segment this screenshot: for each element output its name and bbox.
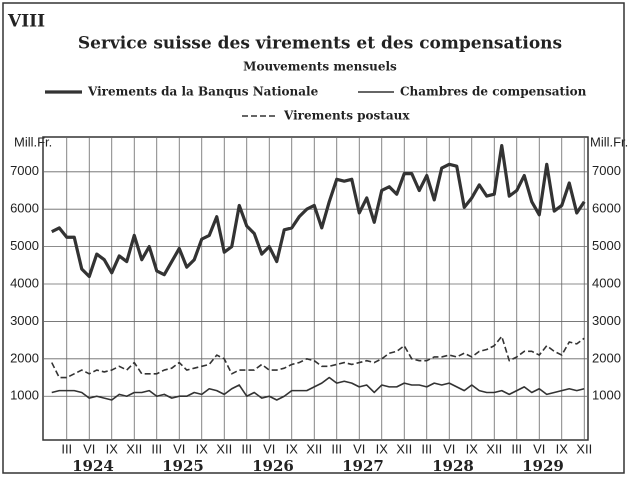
x-tick-label: XII <box>486 441 502 456</box>
x-tick-label: III <box>511 441 522 456</box>
x-tick-label: XII <box>576 441 592 456</box>
x-tick-label: IX <box>196 441 209 456</box>
year-label: 1927 <box>342 457 384 475</box>
year-label: 1926 <box>252 457 294 475</box>
x-tick-label: III <box>241 441 252 456</box>
y-tick-label: 4000 <box>10 275 39 290</box>
x-tick-label: III <box>61 441 72 456</box>
x-tick-label: XII <box>396 441 412 456</box>
series-line <box>51 376 585 401</box>
y-tick-label: 3000 <box>10 313 39 328</box>
y2-tick-label: 3000 <box>592 313 621 328</box>
chart-subtitle: Mouvements mensuels <box>243 60 397 74</box>
y2-tick-label: 6000 <box>592 201 621 216</box>
year-label: 1928 <box>432 457 474 475</box>
y-tick-label: 6000 <box>10 201 39 216</box>
chart-title: Service suisse des virements et des comp… <box>78 34 562 54</box>
x-tick-label: IX <box>376 441 389 456</box>
y2-tick-label: 7000 <box>592 163 621 178</box>
x-tick-label: IX <box>466 441 479 456</box>
y2-tick-label: 5000 <box>592 238 621 253</box>
x-tick-label: III <box>151 441 162 456</box>
y-tick-label: 2000 <box>10 350 39 365</box>
series-line <box>51 144 586 279</box>
x-tick-label: IX <box>106 441 119 456</box>
y2-tick-label: 2000 <box>592 350 621 365</box>
x-tick-label: XII <box>126 441 142 456</box>
legend-label: Virements postaux <box>283 109 410 123</box>
y-tick-label: 5000 <box>10 238 39 253</box>
y-tick-label: 1000 <box>10 388 39 403</box>
x-tick-label: VI <box>263 441 275 456</box>
x-tick-label: IX <box>286 441 299 456</box>
y2-axis-label: Mill.Fr. <box>590 134 628 149</box>
x-tick-label: XII <box>306 441 322 456</box>
x-tick-label: VI <box>173 441 185 456</box>
x-tick-label: III <box>421 441 432 456</box>
x-tick-label: VI <box>443 441 455 456</box>
y2-tick-label: 4000 <box>592 275 621 290</box>
x-tick-label: III <box>331 441 342 456</box>
series-line <box>51 335 585 379</box>
x-tick-label: IX <box>556 441 569 456</box>
year-label: 1929 <box>522 457 564 475</box>
x-tick-label: VI <box>83 441 95 456</box>
year-label: 1924 <box>72 457 114 475</box>
legend-label: Virements da la Banqus Nationale <box>87 85 319 99</box>
panel-label: VIII <box>7 12 45 32</box>
plot-area <box>42 136 589 441</box>
y-tick-label: 7000 <box>10 163 39 178</box>
year-label: 1925 <box>162 457 204 475</box>
y2-tick-label: 1000 <box>592 388 621 403</box>
x-tick-label: XII <box>216 441 232 456</box>
x-tick-label: VI <box>533 441 545 456</box>
x-tick-label: VI <box>353 441 365 456</box>
legend-label: Chambres de compensation <box>400 85 587 99</box>
